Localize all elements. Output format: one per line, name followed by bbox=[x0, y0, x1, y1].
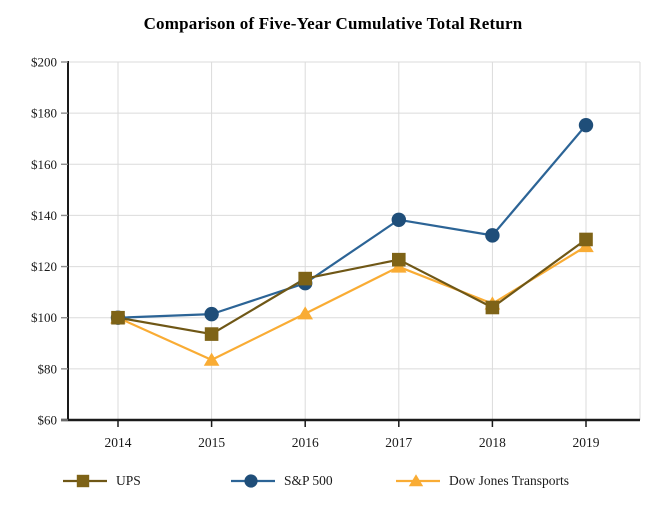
y-tick-label: $180 bbox=[31, 106, 57, 121]
legend-item-ups: UPS bbox=[63, 470, 141, 492]
x-tick-label: 2014 bbox=[105, 435, 132, 450]
x-tick-label: 2017 bbox=[385, 435, 412, 450]
y-tick-label: $160 bbox=[31, 157, 57, 172]
x-tick-label: 2016 bbox=[292, 435, 319, 450]
x-tick-label: 2019 bbox=[573, 435, 600, 450]
ups-square-marker-icon bbox=[63, 472, 107, 490]
djt-triangle-marker-icon bbox=[396, 472, 440, 490]
legend-label-sp500: S&P 500 bbox=[284, 473, 333, 488]
y-tick-label: $120 bbox=[31, 259, 57, 274]
legend-item-sp500: S&P 500 bbox=[231, 470, 333, 492]
y-tick-label: $100 bbox=[31, 310, 57, 325]
x-tick-label: 2018 bbox=[479, 435, 506, 450]
y-tick-label: $80 bbox=[38, 361, 58, 376]
legend-label-djt: Dow Jones Transports bbox=[449, 473, 570, 488]
x-tick-label: 2015 bbox=[198, 435, 225, 450]
chart-canvas: $60 $80 $100 $120 $140 $160 $180 $200 2014 2015 20… bbox=[31, 55, 641, 450]
y-tick-label: $140 bbox=[31, 208, 57, 223]
chart-legend: UPS S&P 500 Dow Jones Transports bbox=[0, 470, 666, 496]
y-tick-label: $200 bbox=[31, 55, 57, 70]
chart-title: Comparison of Five-Year Cumulative Total… bbox=[143, 14, 523, 33]
sp500-circle-marker-icon bbox=[231, 472, 275, 490]
legend-label-ups: UPS bbox=[116, 473, 141, 488]
legend-item-djt: Dow Jones Transports bbox=[396, 470, 569, 492]
y-tick-label: $60 bbox=[38, 413, 58, 428]
